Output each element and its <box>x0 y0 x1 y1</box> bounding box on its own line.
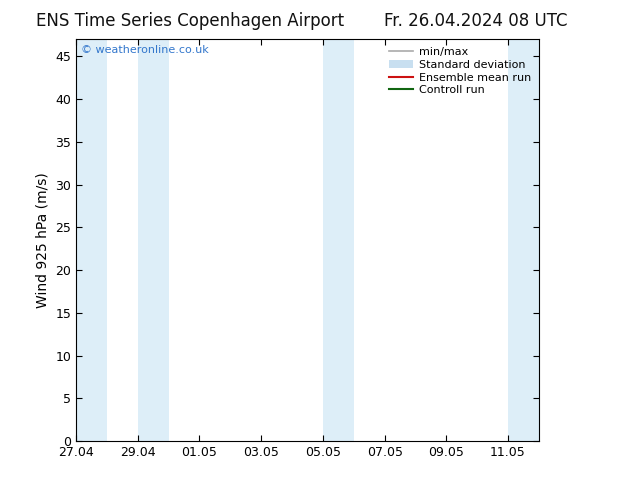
Bar <box>138 39 169 441</box>
Text: ENS Time Series Copenhagen Airport: ENS Time Series Copenhagen Airport <box>36 12 344 30</box>
Bar <box>76 39 107 441</box>
Bar <box>508 39 539 441</box>
Text: Fr. 26.04.2024 08 UTC: Fr. 26.04.2024 08 UTC <box>384 12 567 30</box>
Y-axis label: Wind 925 hPa (m/s): Wind 925 hPa (m/s) <box>36 172 50 308</box>
Legend: min/max, Standard deviation, Ensemble mean run, Controll run: min/max, Standard deviation, Ensemble me… <box>387 45 533 98</box>
Text: © weatheronline.co.uk: © weatheronline.co.uk <box>81 45 209 55</box>
Bar <box>323 39 354 441</box>
